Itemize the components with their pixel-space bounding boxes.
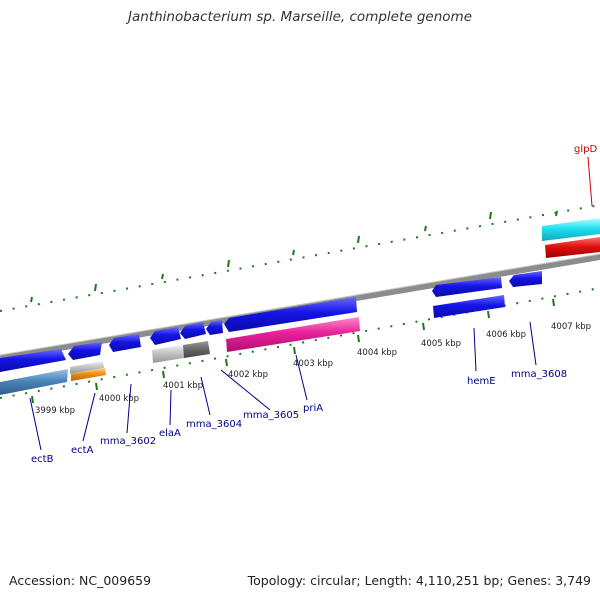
topology-text: Topology: circular; Length: 4,110,251 bp…: [247, 573, 591, 588]
cds-priA-forward[interactable]: [224, 297, 357, 332]
gene-label-priA[interactable]: priA: [303, 403, 323, 414]
gene-callout-lines: [29, 156, 593, 451]
scale-labels: 3999 kbp 4000 kbp 4001 kbp 4002 kbp 4003…: [35, 322, 591, 416]
feature-ectA-track2-grey[interactable]: [70, 361, 104, 374]
gene-label-ectB[interactable]: ectB: [31, 454, 54, 465]
feature-ectA-track2-orange[interactable]: [71, 368, 106, 381]
scale-label-4001: 4001 kbp: [163, 381, 203, 391]
scale-label-4006: 4006 kbp: [486, 330, 526, 340]
rna-glpD-cyan[interactable]: [542, 218, 600, 241]
inner-tick-ring: [0, 287, 600, 404]
gene-label-ectA[interactable]: ectA: [71, 445, 94, 456]
scale-label-4000: 4000 kbp: [99, 394, 139, 404]
feature-elaA-track2-grey[interactable]: [152, 345, 184, 363]
gene-label-mma_3602[interactable]: mma_3602: [100, 436, 156, 447]
rna-glpD-red[interactable]: [545, 237, 600, 258]
outer-tick-ring: [0, 204, 600, 312]
gene-label-mma_3605[interactable]: mma_3605: [243, 410, 299, 421]
scale-label-3999: 3999 kbp: [35, 406, 75, 416]
feature-priA-track2-pink[interactable]: [226, 317, 360, 352]
cds-mma_3608-forward[interactable]: [509, 271, 542, 287]
scale-label-4007: 4007 kbp: [551, 322, 591, 332]
feature-ectB-track2[interactable]: [0, 369, 68, 395]
cds-hemE-forward[interactable]: [432, 277, 502, 297]
cds-elaA-forward[interactable]: [150, 327, 181, 345]
cds-ectA-forward[interactable]: [68, 342, 102, 360]
cds-mma_3602-forward[interactable]: [109, 334, 141, 352]
gene-labels: ectB ectA mma_3602 elaA mma_3604 mma_360…: [31, 144, 597, 465]
second-track-features: [0, 237, 600, 395]
gene-label-elaA[interactable]: elaA: [159, 428, 181, 439]
scale-label-4005: 4005 kbp: [421, 339, 461, 349]
forward-strand-features: [0, 218, 600, 372]
gene-label-mma_3604[interactable]: mma_3604: [186, 419, 242, 430]
scale-label-4004: 4004 kbp: [357, 348, 397, 358]
gene-label-mma_3608[interactable]: mma_3608: [511, 369, 567, 380]
feature-hemE-track2-blue[interactable]: [433, 295, 505, 318]
scale-label-4002: 4002 kbp: [228, 370, 268, 380]
feature-mma_3604-track2-dark[interactable]: [183, 341, 210, 358]
cds-mma_3605-forward[interactable]: [206, 320, 223, 335]
scale-label-4003: 4003 kbp: [293, 359, 333, 369]
cds-mma_3604-forward[interactable]: [180, 322, 206, 339]
gene-label-hemE[interactable]: hemE: [467, 376, 496, 387]
map-title: Janthinobacterium sp. Marseille, complet…: [127, 9, 473, 25]
accession-text: Accession: NC_009659: [9, 573, 152, 588]
gene-label-glpD[interactable]: glpD: [574, 144, 597, 155]
cds-ectB-forward[interactable]: [0, 349, 66, 372]
